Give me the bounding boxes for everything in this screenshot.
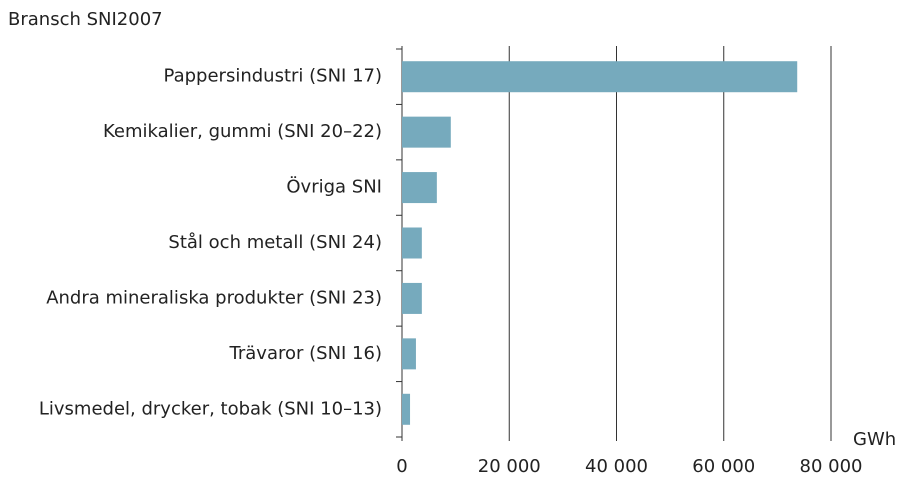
x-axis-label: GWh — [853, 429, 896, 450]
bar — [402, 393, 411, 425]
bar — [402, 172, 437, 204]
bar — [402, 338, 416, 370]
bar — [402, 61, 798, 93]
chart-title: Bransch SNI2007 — [8, 9, 163, 30]
bar — [402, 116, 451, 148]
y-tick-label: Kemikalier, gummi (SNI 20–22) — [103, 121, 382, 142]
x-tick-label: 20 000 — [478, 456, 541, 477]
x-tick-label: 60 000 — [692, 456, 755, 477]
x-tick-label: 80 000 — [800, 456, 863, 477]
y-tick-label: Livsmedel, drycker, tobak (SNI 10–13) — [39, 398, 382, 419]
bar — [402, 227, 422, 259]
x-tick-label: 0 — [396, 456, 407, 477]
y-tick-label: Andra mineraliska produkter (SNI 23) — [46, 287, 382, 308]
y-tick-label: Pappersindustri (SNI 17) — [164, 66, 382, 87]
y-tick-label: Övriga SNI — [286, 176, 382, 198]
x-tick-label: 40 000 — [585, 456, 648, 477]
y-tick-label: Trävaror (SNI 16) — [229, 343, 382, 364]
bar — [402, 282, 422, 314]
y-tick-label: Stål och metall (SNI 24) — [168, 232, 382, 253]
